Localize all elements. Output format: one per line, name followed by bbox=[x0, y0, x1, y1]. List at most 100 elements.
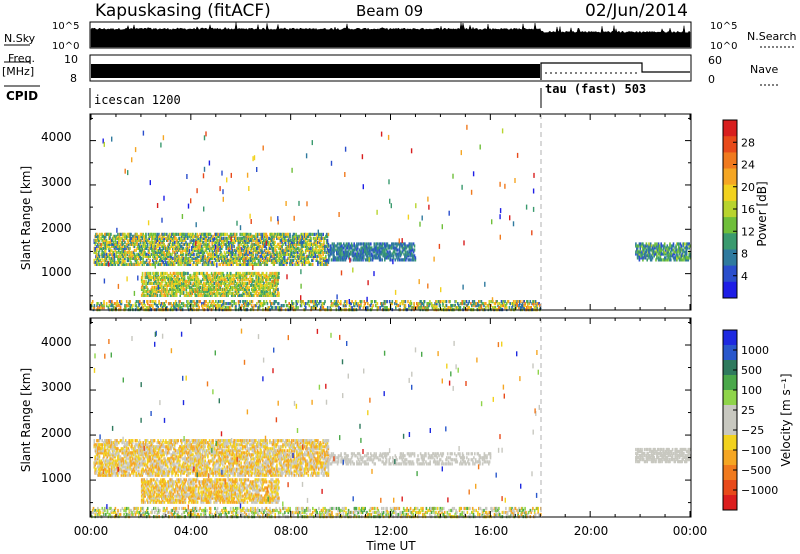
power-cell bbox=[97, 258, 100, 262]
power-cell bbox=[264, 289, 266, 293]
power-cell bbox=[211, 293, 214, 297]
power-cell bbox=[378, 250, 381, 254]
power-cell bbox=[322, 232, 324, 236]
power-cell bbox=[221, 271, 223, 276]
power-cell bbox=[294, 248, 296, 252]
power-cell bbox=[175, 248, 178, 252]
power-cell bbox=[277, 302, 280, 306]
power-cell bbox=[677, 254, 679, 258]
power-cell bbox=[113, 252, 116, 256]
power-cell bbox=[106, 254, 109, 258]
power-cell bbox=[123, 232, 125, 236]
power-cell bbox=[263, 236, 265, 240]
power-cell bbox=[387, 256, 390, 260]
power-cell bbox=[315, 250, 317, 254]
power-cell bbox=[252, 256, 255, 260]
power-cell bbox=[688, 242, 690, 246]
power-cell bbox=[171, 252, 173, 256]
power-cell bbox=[248, 240, 250, 244]
power-cell bbox=[448, 306, 450, 310]
power-cell bbox=[212, 254, 214, 258]
power-cell bbox=[260, 289, 263, 293]
power-cell bbox=[236, 275, 238, 280]
power-cell bbox=[341, 254, 343, 258]
power-cell bbox=[271, 260, 274, 264]
power-cell bbox=[414, 258, 417, 262]
power-cell bbox=[112, 234, 115, 238]
power-cell bbox=[235, 254, 237, 258]
power-cell bbox=[281, 232, 283, 236]
power-cell bbox=[242, 256, 245, 260]
power-cell bbox=[657, 242, 660, 246]
power-cell bbox=[95, 234, 97, 238]
power-cell bbox=[216, 271, 218, 276]
power-cell bbox=[290, 238, 292, 242]
power-cell bbox=[178, 254, 180, 258]
power-cell bbox=[444, 304, 447, 308]
power-cell bbox=[210, 262, 213, 266]
power-cell bbox=[280, 244, 282, 248]
power-cell bbox=[177, 232, 179, 236]
power-cell bbox=[206, 275, 208, 280]
power-cell bbox=[271, 291, 274, 295]
power-cell bbox=[177, 273, 180, 278]
power-cell bbox=[111, 300, 113, 304]
power-cell bbox=[281, 256, 283, 260]
power-cell bbox=[202, 250, 205, 254]
power-cell bbox=[346, 246, 348, 250]
power-cell bbox=[251, 244, 254, 248]
power-cell bbox=[314, 242, 317, 246]
power-cell bbox=[399, 250, 402, 254]
power-cell bbox=[278, 256, 281, 260]
power-cell bbox=[660, 252, 662, 256]
power-cell bbox=[338, 306, 340, 310]
power-cell bbox=[182, 291, 185, 295]
power-cell bbox=[652, 244, 655, 248]
power-cell bbox=[333, 258, 335, 262]
power-cell bbox=[216, 287, 219, 291]
power-cell bbox=[367, 252, 369, 256]
power-cell bbox=[202, 234, 205, 238]
power-cell bbox=[158, 234, 160, 238]
power-cell bbox=[408, 250, 411, 254]
power-cell bbox=[369, 252, 371, 256]
power-cell bbox=[649, 248, 652, 252]
power-cell bbox=[182, 275, 184, 280]
power-cell bbox=[333, 242, 335, 246]
power-cell bbox=[220, 283, 222, 287]
power-cell bbox=[416, 306, 418, 310]
power-cell bbox=[128, 238, 130, 242]
power-cell bbox=[243, 302, 245, 306]
power-cell bbox=[153, 300, 155, 304]
power-cell bbox=[666, 248, 669, 252]
power-cell bbox=[642, 248, 644, 252]
power-cell bbox=[211, 304, 214, 308]
power-cell bbox=[381, 250, 383, 254]
power-cell bbox=[101, 232, 103, 236]
power-cell bbox=[189, 254, 192, 258]
power-cell bbox=[252, 273, 255, 278]
power-cell bbox=[110, 240, 112, 244]
power-cell bbox=[276, 279, 278, 283]
power-cell bbox=[158, 289, 160, 293]
power-cell bbox=[658, 250, 661, 254]
power-cell bbox=[276, 252, 279, 256]
power-cell bbox=[206, 250, 208, 254]
power-cell bbox=[166, 238, 169, 242]
power-cell bbox=[380, 250, 383, 254]
power-cell bbox=[283, 236, 286, 240]
power-cell bbox=[194, 273, 196, 278]
power-cell bbox=[243, 302, 246, 306]
cpid-label: CPID bbox=[6, 89, 38, 103]
power-cell bbox=[251, 271, 254, 276]
power-cell bbox=[413, 302, 415, 306]
power-cell bbox=[312, 306, 314, 310]
power-cell bbox=[262, 250, 264, 254]
power-cell bbox=[374, 300, 377, 304]
power-cell bbox=[154, 289, 157, 293]
power-cell bbox=[172, 240, 174, 244]
power-cell bbox=[193, 300, 195, 304]
power-cell bbox=[213, 260, 215, 264]
power-cell bbox=[674, 250, 676, 254]
power-cell bbox=[133, 234, 136, 238]
